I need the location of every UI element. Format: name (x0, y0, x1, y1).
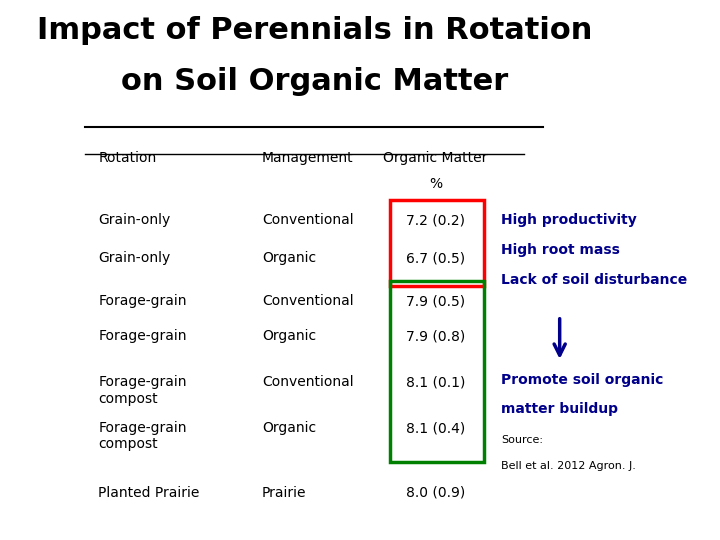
Text: Forage-grain
compost: Forage-grain compost (99, 421, 187, 451)
Text: Conventional: Conventional (262, 375, 354, 389)
Text: 8.1 (0.4): 8.1 (0.4) (406, 421, 465, 435)
Text: Impact of Perennials in Rotation: Impact of Perennials in Rotation (37, 16, 592, 45)
Text: Lack of soil disturbance: Lack of soil disturbance (501, 273, 687, 287)
Text: Conventional: Conventional (262, 294, 354, 308)
Text: Grain-only: Grain-only (99, 251, 171, 265)
Text: Forage-grain
compost: Forage-grain compost (99, 375, 187, 406)
Text: Prairie: Prairie (262, 486, 307, 500)
Text: on Soil Organic Matter: on Soil Organic Matter (121, 68, 508, 97)
Text: Conventional: Conventional (262, 213, 354, 227)
Text: Organic: Organic (262, 251, 316, 265)
Text: 8.1 (0.1): 8.1 (0.1) (405, 375, 465, 389)
Text: Management: Management (262, 151, 354, 165)
Text: High root mass: High root mass (501, 243, 620, 257)
Text: Rotation: Rotation (99, 151, 157, 165)
Text: Organic: Organic (262, 329, 316, 343)
Text: Grain-only: Grain-only (99, 213, 171, 227)
Text: 7.9 (0.8): 7.9 (0.8) (406, 329, 465, 343)
Text: matter buildup: matter buildup (501, 402, 618, 416)
Text: 8.0 (0.9): 8.0 (0.9) (406, 486, 465, 500)
Text: Bell et al. 2012 Agron. J.: Bell et al. 2012 Agron. J. (501, 461, 636, 471)
Text: Forage-grain: Forage-grain (99, 329, 187, 343)
Text: High productivity: High productivity (501, 213, 636, 227)
Text: Source:: Source: (501, 435, 543, 445)
Text: 7.2 (0.2): 7.2 (0.2) (406, 213, 465, 227)
Text: Organic Matter: Organic Matter (383, 151, 487, 165)
Text: Planted Prairie: Planted Prairie (99, 486, 199, 500)
Text: 6.7 (0.5): 6.7 (0.5) (406, 251, 465, 265)
Text: Organic: Organic (262, 421, 316, 435)
Text: Forage-grain: Forage-grain (99, 294, 187, 308)
Text: 7.9 (0.5): 7.9 (0.5) (406, 294, 465, 308)
Text: %: % (429, 177, 442, 191)
Text: Promote soil organic: Promote soil organic (501, 373, 663, 387)
